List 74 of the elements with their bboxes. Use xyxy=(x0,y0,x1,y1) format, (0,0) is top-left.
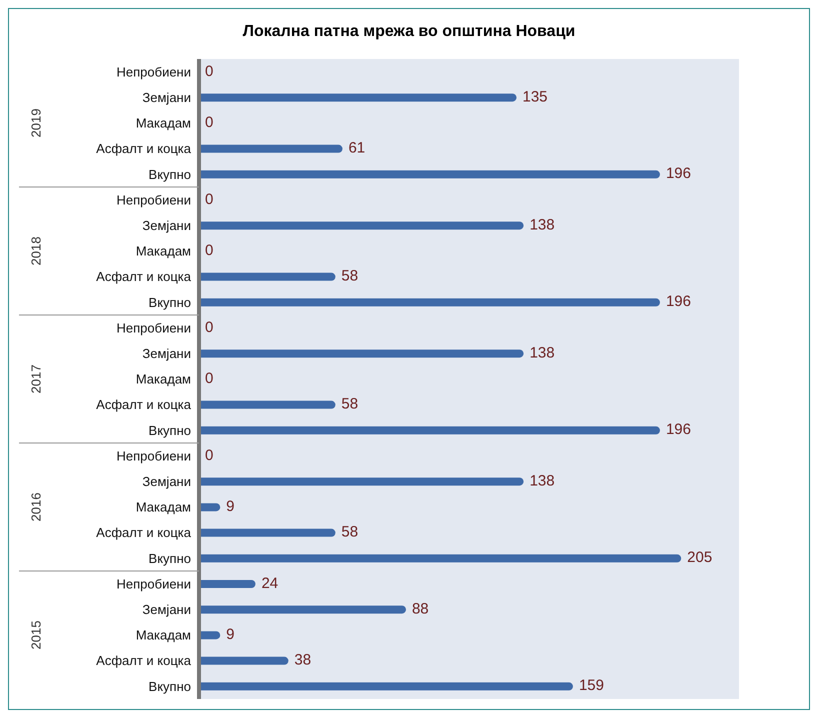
bar xyxy=(199,170,660,178)
data-label: 159 xyxy=(578,677,604,694)
data-label: 0 xyxy=(205,370,214,387)
y-tick-label: Земјани xyxy=(142,602,191,618)
data-label: 138 xyxy=(530,472,555,490)
y-tick-label: Непробиени xyxy=(116,64,191,80)
bar xyxy=(199,94,517,102)
data-label: 0 xyxy=(205,242,214,259)
data-label: 24 xyxy=(261,574,278,592)
y-tick-label: Асфалт и коцка xyxy=(96,525,192,540)
y-tick-label: Макадам xyxy=(136,372,192,387)
y-tick-label: Макадам xyxy=(136,244,192,259)
data-label: 61 xyxy=(348,140,366,157)
bar xyxy=(199,656,288,665)
y-tick-label: Асфалт и коцка xyxy=(96,397,192,412)
y-tick-label: Непробиени xyxy=(116,192,191,208)
y-tick-label: Земјани xyxy=(142,346,191,362)
y-tick-label: Асфалт и коцка xyxy=(96,653,192,668)
text: 2017 xyxy=(28,364,44,394)
bar xyxy=(199,606,406,614)
data-label: 0 xyxy=(205,190,214,208)
y-tick-label: Макадам xyxy=(136,628,192,643)
bar xyxy=(199,554,682,562)
chart-title: Локална патна мрежа во општина Новаци xyxy=(242,23,576,41)
y-tick-label: Земјани xyxy=(142,218,191,234)
data-label: 205 xyxy=(687,549,712,566)
data-label: 9 xyxy=(226,626,235,643)
y-tick-label: Вкупно xyxy=(148,294,191,310)
y-tick-label: Макадам xyxy=(136,116,192,131)
y-tick-label: Вкупно xyxy=(148,422,191,438)
bar xyxy=(199,144,342,153)
y-tick-label: Вкупно xyxy=(148,550,191,566)
data-label: 0 xyxy=(205,114,214,131)
bar xyxy=(199,478,524,486)
bar xyxy=(199,400,336,409)
data-label: 38 xyxy=(294,652,312,669)
bar xyxy=(199,222,524,230)
bar xyxy=(199,682,573,690)
data-label: 196 xyxy=(666,421,692,438)
text: 2018 xyxy=(28,236,44,266)
data-label: 0 xyxy=(205,446,214,464)
data-label: 138 xyxy=(530,216,555,234)
bar xyxy=(199,350,524,358)
data-label: 88 xyxy=(412,600,429,618)
bar xyxy=(199,426,660,434)
y-tick-label: Земјани xyxy=(142,474,191,490)
y-tick-label: Непробиени xyxy=(116,576,191,592)
data-label: 0 xyxy=(205,318,214,336)
y-tick-label: Асфалт и коцка xyxy=(96,141,192,156)
data-label: 9 xyxy=(226,498,235,515)
bar xyxy=(199,631,220,640)
text: 2019 xyxy=(28,108,44,138)
y-tick-label: Вкупно xyxy=(148,166,191,182)
data-label: 0 xyxy=(205,62,214,80)
data-label: 58 xyxy=(341,268,358,285)
y-tick-label: Непробиени xyxy=(116,448,191,464)
text: 2015 xyxy=(28,620,44,650)
data-label: 196 xyxy=(666,293,692,310)
text: 2016 xyxy=(28,492,44,522)
data-label: 196 xyxy=(666,165,692,182)
bar xyxy=(199,503,220,512)
y-tick-label: Земјани xyxy=(142,90,191,106)
y-tick-label: Макадам xyxy=(136,500,192,515)
bar xyxy=(199,580,256,588)
bar xyxy=(199,298,660,306)
data-label: 135 xyxy=(522,88,548,106)
y-tick-label: Асфалт и коцка xyxy=(96,269,192,284)
y-tick-label: Непробиени xyxy=(116,320,191,336)
data-label: 58 xyxy=(341,524,358,541)
bar xyxy=(199,528,336,537)
data-label: 58 xyxy=(341,396,358,413)
y-tick-label: Вкупно xyxy=(148,678,191,694)
bar xyxy=(199,272,336,281)
data-label: 138 xyxy=(530,344,555,362)
